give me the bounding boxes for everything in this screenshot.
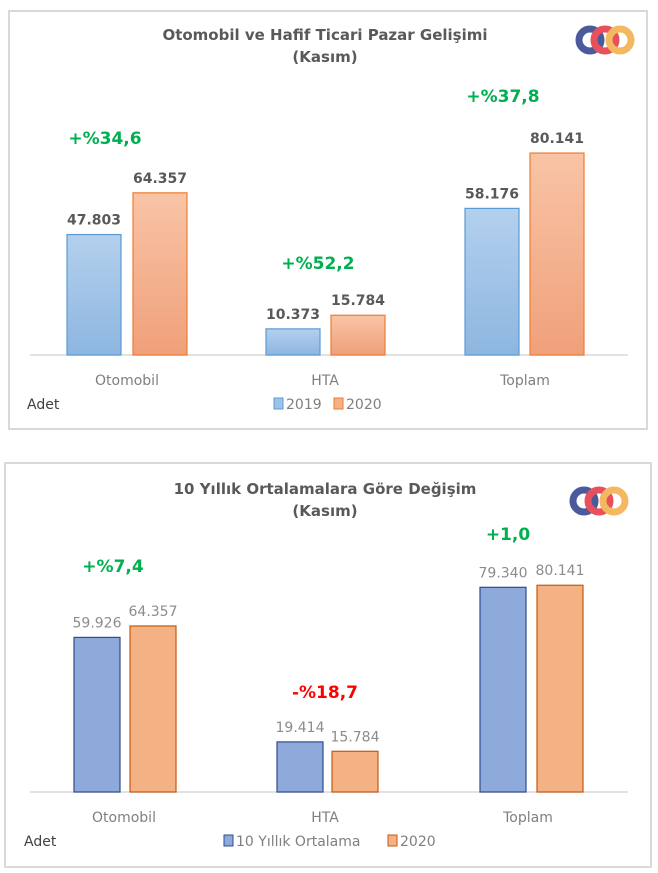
legend-label: 10 Yıllık Ortalama bbox=[236, 834, 360, 850]
logo-ring bbox=[575, 25, 605, 55]
unit-label: Adet bbox=[27, 397, 60, 413]
logo-ring bbox=[590, 25, 620, 55]
bar-toplam-0 bbox=[464, 207, 520, 356]
logo-ring bbox=[599, 486, 629, 516]
legend-swatch bbox=[333, 397, 344, 410]
data-label: 10.373 bbox=[266, 307, 320, 323]
logo-ring bbox=[569, 486, 599, 516]
logo-ring bbox=[605, 25, 635, 55]
bar-hta-0 bbox=[265, 328, 321, 356]
chart-title: 10 Yıllık Ortalamalara Göre Değişim bbox=[174, 480, 477, 498]
data-label: 47.803 bbox=[67, 213, 121, 229]
legend-swatch bbox=[273, 397, 284, 410]
data-label: 58.176 bbox=[465, 186, 519, 202]
category-label: Otomobil bbox=[95, 373, 159, 389]
change-label: +%34,6 bbox=[68, 129, 141, 149]
legend-label: 2019 bbox=[286, 397, 322, 413]
bar-otomobil-0 bbox=[66, 233, 122, 356]
data-label: 59.926 bbox=[73, 615, 122, 631]
category-label: Toplam bbox=[499, 373, 550, 389]
bar-hta-1 bbox=[331, 750, 379, 793]
bar-toplam-0 bbox=[479, 586, 527, 793]
chart-subtitle: (Kasım) bbox=[292, 48, 357, 66]
data-label: 64.357 bbox=[133, 171, 187, 187]
change-label: +1,0 bbox=[486, 525, 531, 545]
legend-swatch bbox=[387, 834, 398, 847]
bar-toplam-1 bbox=[536, 584, 584, 793]
category-label: HTA bbox=[311, 810, 339, 826]
data-label: 15.784 bbox=[331, 729, 380, 745]
category-label: Toplam bbox=[502, 810, 553, 826]
chart-title: Otomobil ve Hafif Ticari Pazar Gelişimi bbox=[162, 26, 487, 44]
logo bbox=[569, 486, 629, 516]
chart-1: Otomobil ve Hafif Ticari Pazar Gelişimi (… bbox=[27, 25, 635, 413]
change-label: +%7,4 bbox=[82, 557, 144, 577]
category-label: Otomobil bbox=[92, 810, 156, 826]
data-label: 19.414 bbox=[276, 720, 325, 736]
data-label: 79.340 bbox=[479, 565, 528, 581]
bar-toplam-1 bbox=[529, 152, 585, 356]
data-label: 80.141 bbox=[536, 563, 585, 579]
bar-otomobil-1 bbox=[132, 192, 188, 356]
chart-2: 10 Yıllık Ortalamalara Göre Değişim (Kası… bbox=[24, 480, 629, 850]
change-label: +%52,2 bbox=[281, 254, 354, 274]
bar-otomobil-1 bbox=[129, 625, 177, 793]
legend-swatch bbox=[223, 834, 234, 847]
bar-otomobil-0 bbox=[73, 636, 121, 793]
logo-ring bbox=[584, 486, 614, 516]
change-label: +%37,8 bbox=[466, 87, 539, 107]
bar-hta-1 bbox=[330, 314, 386, 356]
legend-label: 2020 bbox=[346, 397, 382, 413]
category-label: HTA bbox=[311, 373, 339, 389]
data-label: 64.357 bbox=[129, 604, 178, 620]
logo bbox=[575, 25, 635, 55]
bar-hta-0 bbox=[276, 741, 324, 793]
legend-label: 2020 bbox=[400, 834, 436, 850]
chart-subtitle: (Kasım) bbox=[292, 502, 357, 520]
data-label: 80.141 bbox=[530, 131, 584, 147]
unit-label: Adet bbox=[24, 834, 57, 850]
change-label: -%18,7 bbox=[292, 683, 358, 703]
data-label: 15.784 bbox=[331, 293, 385, 309]
